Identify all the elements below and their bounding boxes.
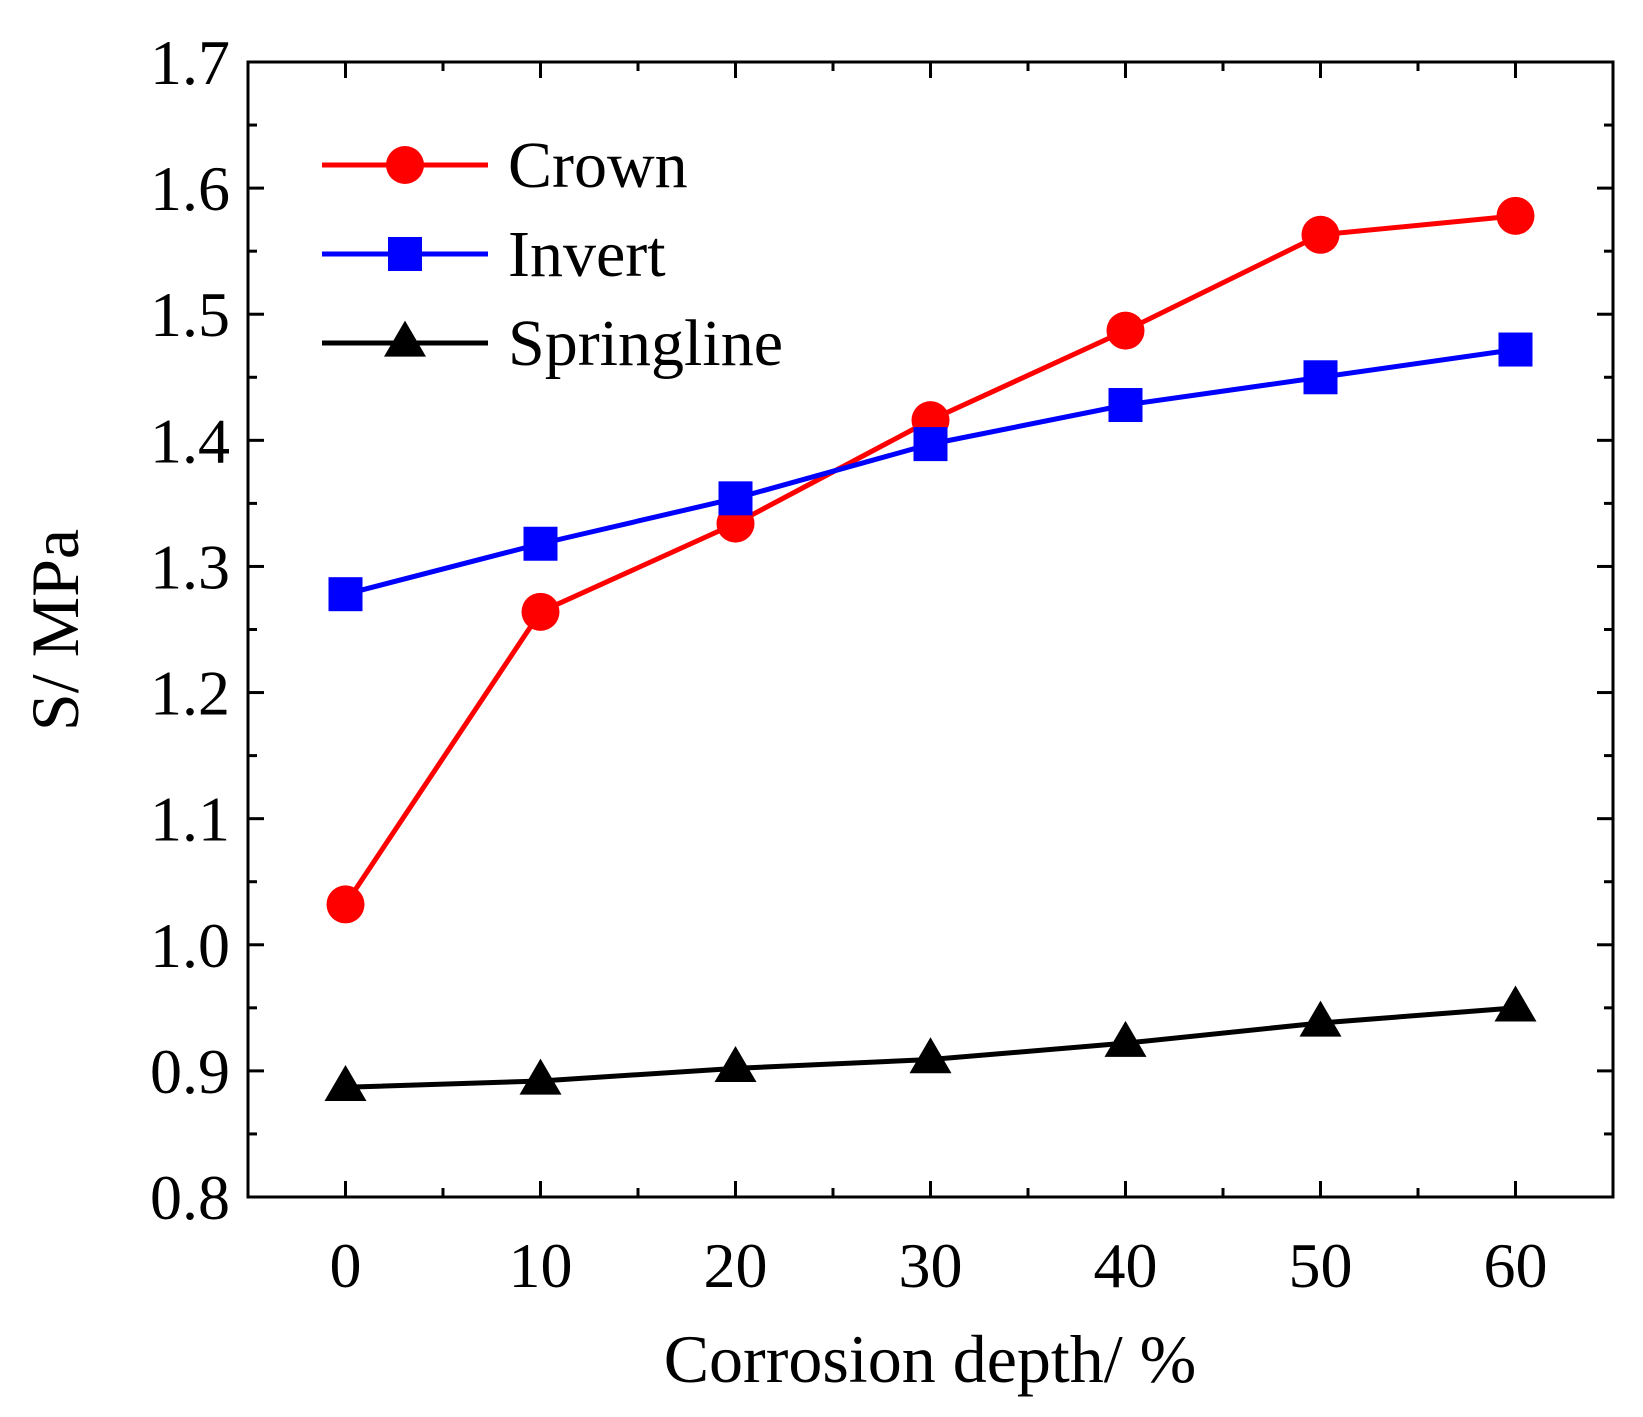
data-point-springline xyxy=(909,1037,952,1074)
data-point-invert xyxy=(328,577,363,612)
legend-marker-springline xyxy=(384,320,426,357)
legend-label-crown: Crown xyxy=(508,129,688,202)
x-tick-label: 10 xyxy=(509,1230,573,1301)
x-tick-label: 40 xyxy=(1094,1230,1158,1301)
x-tick-label: 0 xyxy=(330,1230,362,1301)
data-point-springline xyxy=(324,1064,367,1101)
x-tick-label: 30 xyxy=(899,1230,963,1301)
y-tick-label: 1.2 xyxy=(150,658,230,729)
y-tick-label: 0.8 xyxy=(150,1162,230,1233)
data-point-invert xyxy=(718,481,753,516)
data-point-springline xyxy=(1494,985,1537,1022)
y-tick-label: 1.7 xyxy=(150,27,230,98)
y-tick-label: 1.4 xyxy=(150,405,230,476)
data-point-invert xyxy=(1498,332,1533,367)
data-point-invert xyxy=(913,427,948,462)
x-tick-label: 50 xyxy=(1289,1230,1353,1301)
plot-frame xyxy=(246,60,1615,1199)
data-point-invert xyxy=(523,526,558,561)
data-point-springline xyxy=(519,1058,562,1095)
data-point-crown xyxy=(1301,215,1340,254)
y-tick-label: 0.9 xyxy=(150,1036,230,1107)
legend: Crown Invert Springline xyxy=(322,129,783,380)
series-crown xyxy=(326,196,1535,924)
x-tick-label: 20 xyxy=(704,1230,768,1301)
series-line-invert xyxy=(344,347,1516,597)
x-axis-label: Corrosion depth/ % xyxy=(664,1321,1197,1397)
legend-label-springline: Springline xyxy=(508,307,783,380)
x-axis-ticks: 0 10 20 30 40 50 60 xyxy=(246,62,1615,1301)
series-springline xyxy=(324,985,1537,1101)
y-tick-label: 1.3 xyxy=(150,531,230,602)
data-point-crown xyxy=(1106,311,1145,350)
data-point-crown xyxy=(1496,196,1535,235)
data-point-crown xyxy=(326,885,365,924)
y-axis-label: S/ MPa xyxy=(17,529,93,731)
series-invert xyxy=(328,332,1533,612)
y-axis-ticks: 0.8 0.9 1.0 1.1 1.2 1.3 1.4 1.5 1.6 1.7 xyxy=(150,27,1613,1233)
legend-marker-crown xyxy=(386,146,424,184)
data-point-springline xyxy=(1104,1020,1147,1057)
data-point-springline xyxy=(1299,1000,1342,1037)
data-point-crown xyxy=(521,592,560,631)
x-tick-label: 60 xyxy=(1484,1230,1548,1301)
y-tick-label: 1.0 xyxy=(150,910,230,981)
legend-label-invert: Invert xyxy=(508,218,666,291)
data-point-invert xyxy=(1108,388,1143,423)
y-tick-label: 1.1 xyxy=(150,784,230,855)
data-point-springline xyxy=(714,1046,757,1083)
y-tick-label: 1.6 xyxy=(150,153,230,224)
y-tick-label: 1.5 xyxy=(150,279,230,350)
plot-series xyxy=(324,196,1537,1101)
legend-marker-invert xyxy=(388,237,422,271)
data-point-invert xyxy=(1303,360,1338,395)
